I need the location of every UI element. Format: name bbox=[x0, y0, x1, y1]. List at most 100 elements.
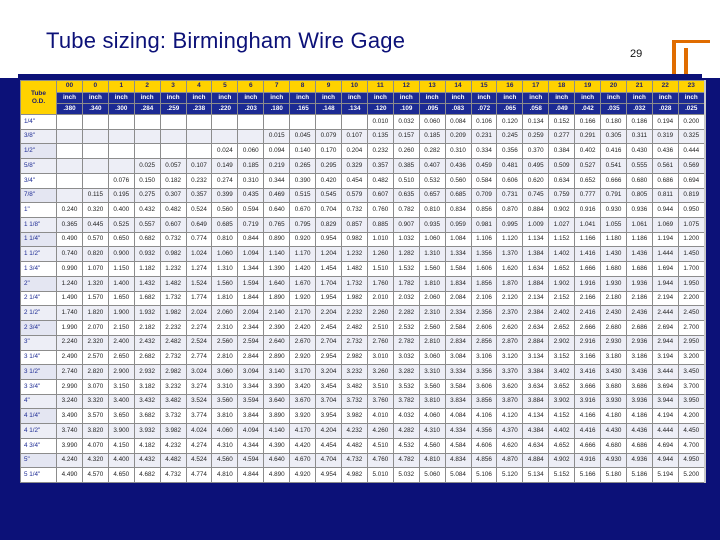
table-cell: 3.640 bbox=[263, 393, 291, 410]
wall-thickness: .095 bbox=[418, 103, 446, 115]
table-cell: 4.870 bbox=[496, 452, 524, 469]
table-cell: 2.320 bbox=[81, 334, 109, 351]
table-cell: 0.385 bbox=[392, 158, 420, 174]
tube-od-cell: 3 1/4" bbox=[20, 349, 57, 366]
table-cell: 0.811 bbox=[651, 187, 679, 204]
table-cell: 1.936 bbox=[625, 275, 653, 292]
table-cell bbox=[159, 143, 187, 160]
table-cell: 4.680 bbox=[600, 437, 627, 454]
table-cell: 2.640 bbox=[263, 334, 291, 351]
table-cell: 1.704 bbox=[315, 275, 342, 292]
table-cell: 3.310 bbox=[418, 364, 446, 380]
table-cell: 0.435 bbox=[237, 187, 265, 204]
table-cell: 0.305 bbox=[600, 128, 627, 145]
wall-thickness: .180 bbox=[263, 103, 291, 115]
gauge-number: 0 bbox=[81, 80, 109, 93]
table-cell: 0.140 bbox=[289, 143, 317, 160]
table-cell: 0.509 bbox=[548, 158, 576, 174]
table-cell: 2.890 bbox=[263, 349, 291, 366]
table-cell: 0.606 bbox=[496, 172, 524, 189]
table-cell: 4.232 bbox=[159, 437, 187, 454]
table-cell: 0.532 bbox=[418, 172, 446, 189]
table-row: 3 1/2" 2.740 2.820 2.900 2.932 2.982 3.024 3.06… bbox=[20, 364, 704, 380]
table-cell: 0.890 bbox=[263, 231, 291, 248]
table-row: 3" 2.240 2.320 2.400 2.432 2.482 2.524 2.560 2.5… bbox=[20, 334, 704, 351]
table-cell: 3.686 bbox=[625, 378, 653, 395]
table-cell: 3.106 bbox=[470, 349, 498, 366]
gauge-number: 19 bbox=[574, 80, 602, 93]
tube-od-cell: 1 3/4" bbox=[20, 261, 57, 277]
table-cell: 1.782 bbox=[392, 275, 420, 292]
table-cell: 3.902 bbox=[548, 393, 576, 410]
table-cell: 2.902 bbox=[548, 334, 576, 351]
table-cell: 0.436 bbox=[651, 143, 679, 160]
table-cell: 0.399 bbox=[211, 187, 239, 204]
wall-thickness: .380 bbox=[56, 103, 83, 115]
table-cell: 1.055 bbox=[600, 217, 627, 233]
table-cell bbox=[81, 172, 109, 189]
table-cell: 0.932 bbox=[133, 246, 161, 263]
table-cell: 3.134 bbox=[522, 349, 550, 366]
unit-label: inch bbox=[366, 92, 394, 104]
table-cell: 1.260 bbox=[366, 246, 394, 263]
table-cell: 4.070 bbox=[81, 437, 109, 454]
table-row: 3 1/4" 2.490 2.570 2.650 2.682 2.732 2.774 2.81… bbox=[20, 349, 704, 366]
table-cell: 2.936 bbox=[625, 334, 653, 351]
table-cell: 3.274 bbox=[185, 378, 213, 395]
table-cell: 3.094 bbox=[237, 364, 265, 380]
table-cell: 2.436 bbox=[625, 305, 653, 322]
table-cell: 0.454 bbox=[340, 172, 368, 189]
table-cell: 3.532 bbox=[392, 378, 420, 395]
table-cell: 3.420 bbox=[289, 378, 317, 395]
table-cell: 0.384 bbox=[548, 143, 576, 160]
tube-od-cell: 5" bbox=[20, 452, 57, 469]
table-cell: 3.240 bbox=[56, 393, 83, 410]
table-cell: 1.344 bbox=[237, 261, 265, 277]
table-cell: 1.760 bbox=[366, 275, 394, 292]
table-cell: 4.134 bbox=[522, 408, 550, 425]
table-cell: 4.594 bbox=[237, 452, 265, 469]
table-cell: 2.010 bbox=[366, 290, 394, 307]
table-cell: 1.334 bbox=[444, 246, 472, 263]
table-cell: 0.275 bbox=[133, 187, 161, 204]
table-cell bbox=[56, 158, 83, 174]
table-cell: 3.820 bbox=[81, 423, 109, 439]
table-cell: 2.186 bbox=[625, 290, 653, 307]
table-row: 2" 1.240 1.320 1.400 1.432 1.482 1.524 1.560 1.5… bbox=[20, 275, 704, 292]
table-cell: 2.106 bbox=[470, 290, 498, 307]
table-cell: 2.560 bbox=[211, 334, 239, 351]
table-cell: 0.032 bbox=[392, 114, 420, 130]
table-cell: 3.606 bbox=[470, 378, 498, 395]
table-cell: 3.700 bbox=[677, 378, 704, 395]
table-cell: 1.094 bbox=[237, 246, 265, 263]
wall-thickness: .058 bbox=[522, 103, 550, 115]
table-cell: 1.652 bbox=[548, 261, 576, 277]
table-cell: 2.954 bbox=[315, 349, 342, 366]
table-cell: 2.856 bbox=[470, 334, 498, 351]
slide-title: Tube sizing: Birmingham Wire Gage bbox=[46, 28, 406, 53]
accent-bar-vertical-2 bbox=[684, 48, 688, 78]
table-cell: 3.760 bbox=[366, 393, 394, 410]
table-cell: 0.634 bbox=[548, 172, 576, 189]
table-cell: 3.650 bbox=[107, 408, 135, 425]
table-cell bbox=[263, 114, 291, 130]
table-cell: 0.150 bbox=[133, 172, 161, 189]
table-cell: 2.870 bbox=[496, 334, 524, 351]
table-cell: 3.152 bbox=[548, 349, 576, 366]
table-cell: 4.436 bbox=[625, 423, 653, 439]
table-cell: 4.732 bbox=[159, 467, 187, 483]
table-row: 1/4" 0.010 0.032 0.060 0.084 0.106 0.120 0.134 0… bbox=[20, 114, 704, 130]
table-cell: 4.482 bbox=[340, 437, 368, 454]
table-cell: 0.079 bbox=[315, 128, 342, 145]
table-cell: 1.870 bbox=[496, 275, 524, 292]
table-cell: 1.686 bbox=[625, 261, 653, 277]
table-cell: 4.666 bbox=[574, 437, 602, 454]
table-cell: 4.402 bbox=[548, 423, 576, 439]
table-cell: 3.936 bbox=[625, 393, 653, 410]
table-row: 3/8" 0.015 0.045 0.079 0.107 0.135 0.157 0.185 0… bbox=[20, 128, 704, 145]
table-cell: 1.436 bbox=[625, 246, 653, 263]
table-cell: 4.186 bbox=[625, 408, 653, 425]
table-cell: 1.810 bbox=[211, 290, 239, 307]
table-cell: 2.390 bbox=[263, 320, 291, 336]
table-cell: 3.150 bbox=[107, 378, 135, 395]
